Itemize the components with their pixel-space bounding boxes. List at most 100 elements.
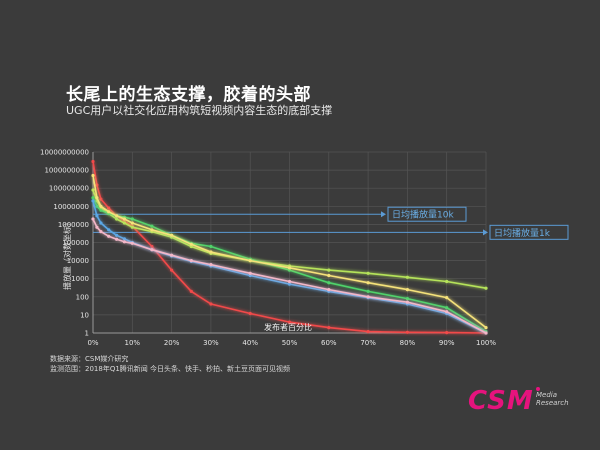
series-point <box>484 286 488 290</box>
y-tick-label: 1 <box>85 330 89 338</box>
reference-label: 日均播放量1k <box>494 227 551 239</box>
series-point <box>366 295 370 299</box>
series-point <box>91 188 95 192</box>
series-point <box>248 259 252 263</box>
series-point <box>150 244 154 249</box>
x-tick-label: 50% <box>282 339 298 347</box>
reference-arrow <box>483 229 488 236</box>
series-point <box>150 224 154 228</box>
series-point <box>107 234 111 238</box>
series-point <box>130 221 134 225</box>
series-point <box>95 225 99 229</box>
series-point <box>99 204 103 208</box>
series-point <box>405 300 409 304</box>
reference-label: 日均播放量10k <box>392 209 454 221</box>
logo-text: CSM <box>468 386 534 416</box>
series-point <box>209 263 213 267</box>
logo-line-2: Research <box>536 399 569 407</box>
y-tick-label: 1000000000 <box>44 167 89 175</box>
y-tick-label: 10 <box>80 311 89 319</box>
series-point <box>130 217 134 221</box>
series-point <box>170 253 174 257</box>
series-point <box>445 296 449 300</box>
y-tick-label: 10000000000 <box>40 149 89 157</box>
series-point <box>366 289 370 293</box>
x-tick-label: 30% <box>203 339 219 347</box>
series-point <box>405 275 409 279</box>
series-point <box>150 228 154 232</box>
logo-line-1: Media <box>536 391 558 399</box>
series-point <box>189 289 193 293</box>
x-tick-label: 80% <box>400 339 416 347</box>
page-title: 长尾上的生态支撑，胶着的头部 <box>66 85 311 105</box>
series-point <box>405 288 409 292</box>
series-point <box>99 197 103 201</box>
csm-logo: CSM Media Research <box>468 386 578 420</box>
series-point <box>115 217 119 221</box>
x-tick-label: 0% <box>87 339 98 347</box>
x-tick-label: 70% <box>360 339 376 347</box>
series-point <box>327 326 331 330</box>
x-axis-label: 发布者百分比 <box>264 322 312 332</box>
page-subtitle: UGC用户以社交化应用构筑短视频内容生态的底部支撑 <box>66 104 333 117</box>
reference-label-box <box>387 206 467 222</box>
scope-line: 监测范围：2018年Q1腾讯新闻 今日头条、快手、秒拍、新土豆页面可见视频 <box>50 365 291 373</box>
series-point <box>91 159 95 164</box>
series-point <box>95 183 99 187</box>
series-point <box>405 297 409 301</box>
series-point <box>287 279 292 284</box>
series-point <box>122 240 126 244</box>
series-point <box>91 173 95 178</box>
series-point <box>95 204 99 208</box>
y-tick-label: 100 <box>76 293 89 301</box>
series-point <box>484 326 488 330</box>
series-point <box>99 221 103 225</box>
series-point <box>107 210 111 214</box>
series-point <box>327 268 331 272</box>
series-point <box>115 233 119 237</box>
series-point <box>209 250 213 254</box>
x-tick-label: 90% <box>439 339 455 347</box>
y-tick-label: 100000 <box>62 239 89 247</box>
source-note: 数据来源：CSM媒介研究 监测范围：2018年Q1腾讯新闻 今日头条、快手、秒拍… <box>50 354 290 374</box>
series-point <box>122 237 126 241</box>
series-point <box>405 330 409 334</box>
x-tick-label: 100% <box>476 339 496 347</box>
series-point <box>130 241 134 245</box>
series-point <box>130 225 134 229</box>
series-point <box>150 248 154 252</box>
series-point <box>248 273 252 278</box>
logo-dot <box>536 387 540 391</box>
series-point <box>122 217 126 221</box>
x-tick-label: 40% <box>242 339 258 347</box>
x-tick-label: 20% <box>164 339 180 347</box>
series-point <box>107 228 111 232</box>
series-point <box>170 233 174 237</box>
series-line <box>92 161 487 334</box>
x-tick-label: 60% <box>321 339 337 347</box>
series-point <box>248 271 252 275</box>
series-point <box>115 214 119 218</box>
series-point <box>170 268 174 272</box>
series-point <box>287 268 292 272</box>
series-point <box>115 237 119 241</box>
series-point <box>95 196 99 200</box>
series-point <box>107 206 111 210</box>
reference-label-box <box>489 224 569 240</box>
y-tick-label: 10000000 <box>53 203 89 211</box>
series-point <box>445 310 449 314</box>
x-tick-label: 10% <box>125 339 141 347</box>
y-tick-label: 100000000 <box>49 185 89 193</box>
series-point <box>327 288 331 292</box>
reference-arrow <box>381 211 386 218</box>
series-point <box>91 199 95 203</box>
series-point <box>189 259 193 263</box>
series-point <box>445 279 449 284</box>
series-point <box>99 208 103 212</box>
series-point <box>248 311 252 316</box>
series-point <box>445 331 449 335</box>
series-point <box>99 230 103 234</box>
series-point <box>189 242 193 246</box>
series-point <box>366 330 370 334</box>
series-point <box>366 281 370 285</box>
